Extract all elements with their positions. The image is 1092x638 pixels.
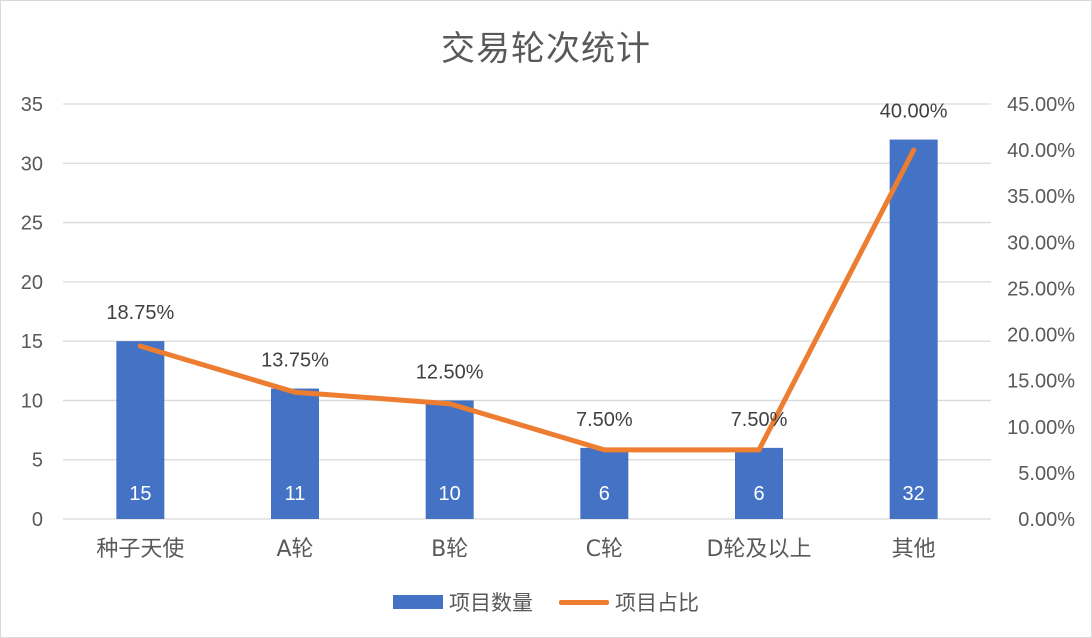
y-left-tick-label: 0	[32, 509, 43, 531]
bar-value-label: 32	[903, 483, 925, 505]
y-right-tick-label: 40.00%	[1007, 140, 1075, 162]
bar-value-label: 10	[439, 483, 461, 505]
legend-item-count: 项目数量	[393, 587, 533, 617]
y-left-tick-label: 20	[21, 272, 43, 294]
y-right-tick-label: 45.00%	[1007, 94, 1075, 116]
bar	[580, 447, 629, 519]
line-point	[911, 147, 917, 153]
legend-label-count: 项目数量	[449, 591, 533, 615]
x-category-label: C轮	[586, 537, 623, 562]
y-left-tick-label: 15	[21, 331, 43, 353]
y-right-tick-label: 20.00%	[1007, 325, 1075, 347]
line-value-label: 7.50%	[576, 409, 633, 431]
legend-swatch-bar	[393, 595, 443, 609]
bar	[271, 388, 319, 519]
x-category-label: B轮	[431, 537, 468, 562]
line-value-label: 40.00%	[880, 101, 948, 123]
legend-swatch-line	[559, 599, 609, 605]
y-left-tick-label: 25	[21, 213, 43, 235]
y-right-tick-label: 5.00%	[1018, 463, 1075, 485]
line-point	[137, 343, 143, 349]
y-left-tick-label: 5	[32, 450, 43, 472]
chart-title: 交易轮次统计	[441, 29, 651, 69]
line-point	[292, 389, 298, 395]
bar	[425, 400, 474, 519]
x-category-label: A轮	[276, 537, 313, 562]
bar-value-label: 6	[599, 483, 610, 505]
line-value-label: 13.75%	[261, 350, 329, 372]
line-point	[756, 447, 762, 453]
y-right-tick-label: 10.00%	[1007, 417, 1075, 439]
line-point	[447, 401, 453, 407]
y-right-tick-label: 25.00%	[1007, 278, 1075, 300]
y-left-tick-label: 35	[21, 94, 43, 116]
legend-label-ratio: 项目占比	[615, 591, 699, 615]
y-right-tick-label: 0.00%	[1018, 509, 1075, 531]
x-category-label: 种子天使	[96, 537, 184, 562]
chart-legend: 项目数量 项目占比	[1, 587, 1091, 617]
line-value-label: 18.75%	[106, 302, 174, 324]
y-right-tick-label: 15.00%	[1007, 371, 1075, 393]
legend-item-ratio: 项目占比	[559, 587, 699, 617]
bar-value-label: 15	[129, 483, 151, 505]
line-value-label: 7.50%	[731, 409, 788, 431]
bar	[889, 139, 938, 520]
y-right-tick-label: 35.00%	[1007, 186, 1075, 208]
line-point	[601, 447, 607, 453]
y-left-tick-label: 30	[21, 153, 43, 175]
bar-value-label: 6	[753, 483, 764, 505]
x-category-label: D轮及以上	[707, 537, 812, 562]
y-left-tick-label: 10	[21, 390, 43, 412]
x-category-label: 其他	[892, 537, 936, 562]
y-right-tick-label: 30.00%	[1007, 232, 1075, 254]
series-line-ratio	[137, 147, 917, 453]
bar	[735, 447, 783, 519]
bar	[116, 341, 165, 519]
bar-value-label: 11	[285, 483, 306, 505]
line-value-label: 12.50%	[416, 361, 484, 383]
